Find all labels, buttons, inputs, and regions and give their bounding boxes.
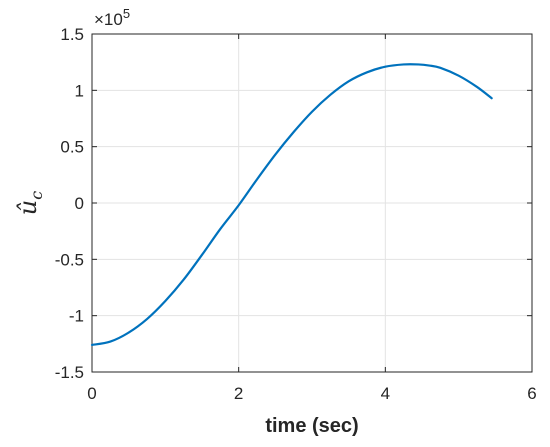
x-tick-label: 2 [234, 384, 243, 403]
axis-ticks [91, 33, 533, 373]
y-tick-label: -0.5 [55, 250, 84, 269]
y-axis-multiplier: ×105 [94, 6, 130, 29]
y-tick-label: -1.5 [55, 363, 84, 382]
series-layer [90, 63, 493, 347]
y-tick-label: 0.5 [60, 138, 84, 157]
y-tick-label: 1 [75, 81, 84, 100]
grid [92, 34, 532, 372]
y-multiplier-exponent: 5 [123, 6, 130, 21]
y-tick-label: -1 [69, 307, 84, 326]
tick-labels: 0 2 4 6 -1.5 -1 -0.5 0 0.5 1 1.5 [55, 25, 537, 403]
y-tick-label: 0 [75, 194, 84, 213]
y-axis-label-symbol: û [14, 200, 42, 215]
x-axis-label: time (sec) [265, 415, 358, 437]
x-tick-label: 0 [87, 384, 96, 403]
series-line [90, 63, 493, 347]
x-tick-label: 4 [381, 384, 390, 403]
y-axis-label-subscript: c [27, 191, 46, 200]
y-axis-label: ûc [14, 191, 46, 215]
x-tick-label: 6 [527, 384, 536, 403]
y-tick-label: 1.5 [60, 25, 84, 44]
y-multiplier-base: ×10 [94, 10, 123, 29]
